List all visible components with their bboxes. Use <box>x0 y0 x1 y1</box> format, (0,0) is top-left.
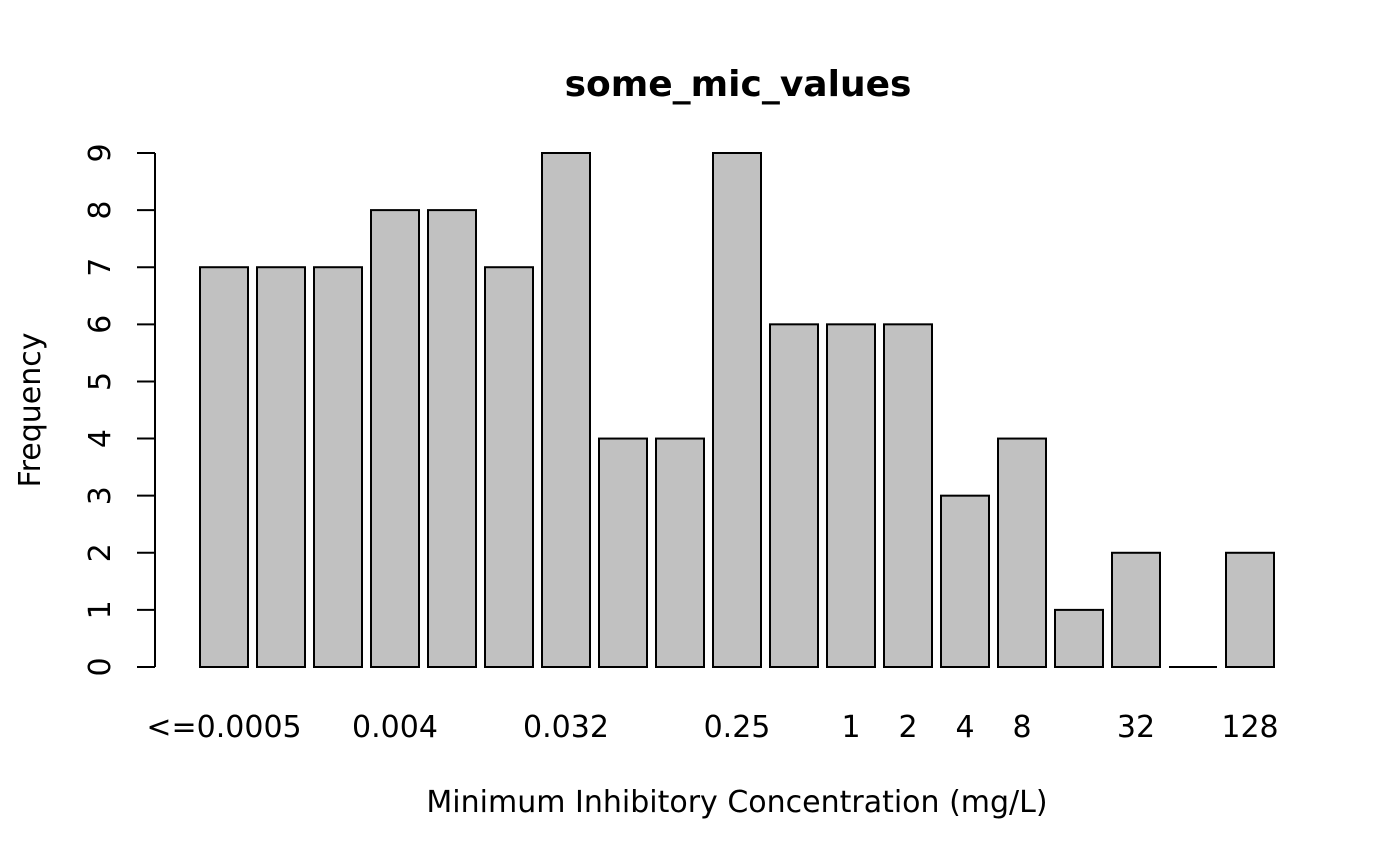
y-tick-label: 9 <box>83 143 118 162</box>
x-axis-title: Minimum Inhibitory Concentration (mg/L) <box>426 785 1047 820</box>
x-tick-label: 1 <box>841 710 860 745</box>
y-tick-label: 3 <box>83 486 118 505</box>
y-tick-label: 0 <box>83 657 118 676</box>
x-tick-label: 0.25 <box>704 710 771 745</box>
bar <box>256 266 306 668</box>
x-tick-label: 4 <box>955 710 974 745</box>
bar <box>883 323 933 668</box>
bars-layer <box>199 152 1275 669</box>
y-tick-label: 1 <box>83 600 118 619</box>
bar <box>997 437 1047 668</box>
x-tick-label: 32 <box>1117 710 1155 745</box>
bar <box>1111 551 1161 668</box>
bar <box>427 209 477 668</box>
bar <box>940 494 990 668</box>
axes-layer <box>137 152 156 668</box>
bar <box>541 152 591 668</box>
bar <box>769 323 819 668</box>
x-tick-label: 2 <box>898 710 917 745</box>
y-axis-title: Frequency <box>13 333 48 488</box>
bar <box>370 209 420 668</box>
y-tick-label: 6 <box>83 315 118 334</box>
bar <box>313 266 363 668</box>
y-tick-label: 7 <box>83 258 118 277</box>
x-tick-label: 8 <box>1012 710 1031 745</box>
bar <box>1054 608 1104 669</box>
x-tick-label: 0.032 <box>523 710 609 745</box>
tick-labels-layer: 0 1 2 3 4 5 6 7 8 9 <=0.0005 0.004 0.032 0.25 1 2 4 8 32 12… <box>83 143 1279 745</box>
bar <box>484 266 534 668</box>
x-tick-label: 0.004 <box>352 710 438 745</box>
y-tick-label: 5 <box>83 372 118 391</box>
bar <box>712 152 762 668</box>
bar <box>826 323 876 668</box>
bar <box>655 437 705 668</box>
bar <box>199 266 249 668</box>
bar <box>598 437 648 668</box>
y-tick-label: 4 <box>83 429 118 448</box>
y-tick-label: 2 <box>83 543 118 562</box>
x-tick-label: 128 <box>1221 710 1278 745</box>
y-tick-label: 8 <box>83 201 118 220</box>
bar <box>1225 551 1275 668</box>
chart-title: some_mic_values <box>565 64 912 105</box>
x-tick-label: <=0.0005 <box>146 710 301 745</box>
